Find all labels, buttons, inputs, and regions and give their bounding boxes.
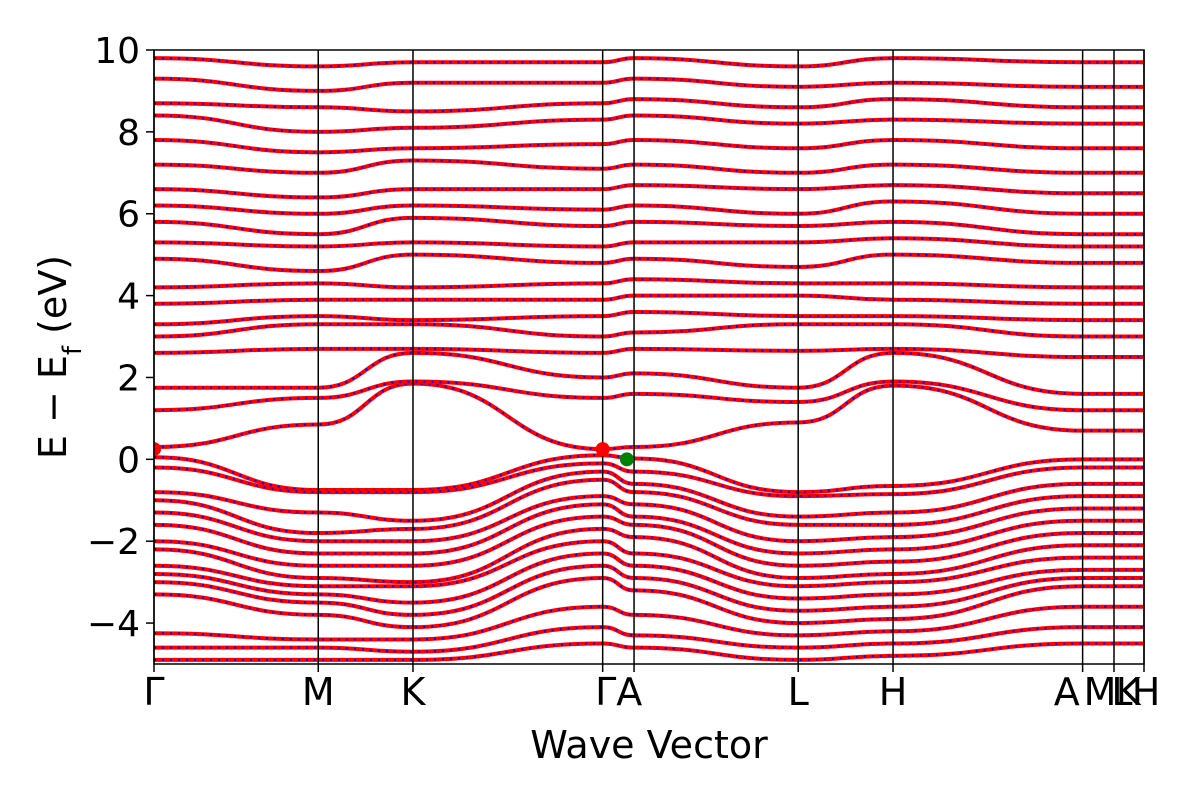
y-tick-label: 2 xyxy=(117,358,140,399)
kpoint-label: M xyxy=(302,670,335,714)
kpoint-label: L xyxy=(1111,670,1132,714)
band-line-blue-dotted xyxy=(154,351,1144,395)
y-axis-label: E − Ef (eV) xyxy=(31,255,88,459)
y-tick-label: 10 xyxy=(94,31,140,72)
band-line-blue-dotted xyxy=(154,183,1144,199)
y-tick-label: −4 xyxy=(87,604,140,645)
band-line-blue-dotted xyxy=(154,462,1144,498)
band-line-blue-dotted xyxy=(154,515,1144,567)
kpoint-label: ΓA xyxy=(595,670,642,714)
band-line-red xyxy=(154,641,1144,662)
y-tick-label: 4 xyxy=(117,277,140,318)
kpoint-label: H xyxy=(879,670,908,714)
y-label-subscript: f xyxy=(58,345,88,355)
y-tick-label: 6 xyxy=(117,195,140,236)
kpoint-label: Γ xyxy=(143,670,164,714)
band-line-blue-dotted xyxy=(154,216,1144,236)
band-line-red xyxy=(154,381,1144,452)
band-line-blue-dotted xyxy=(154,347,1144,359)
band-edge-marker xyxy=(154,442,161,457)
band-line-blue-dotted xyxy=(154,310,1144,326)
kpoint-label: K xyxy=(401,670,427,714)
band-line-blue-dotted xyxy=(154,540,1144,588)
band-line-blue-dotted xyxy=(154,237,1144,248)
band-edge-marker xyxy=(619,452,634,467)
band-line-blue-dotted xyxy=(154,564,1144,616)
plot-frame xyxy=(153,49,1145,665)
band-edge-marker xyxy=(595,442,610,457)
band-line-blue-dotted xyxy=(154,470,1144,522)
band-line-red xyxy=(154,625,1144,654)
band-line-blue-dotted xyxy=(154,552,1144,604)
band-edge-markers xyxy=(154,442,634,467)
kpoint-label: L xyxy=(788,670,809,714)
y-label-unit: (eV) xyxy=(31,255,75,346)
y-axis-ticks: −4 −2 0 2 4 6 8 10 xyxy=(87,31,154,645)
y-label-main: E − E xyxy=(31,355,75,459)
y-tick-label: 0 xyxy=(117,440,140,481)
kpoint-label: K xyxy=(1116,670,1142,714)
y-tick-label: −2 xyxy=(87,522,140,563)
kpoint-label: M xyxy=(1084,670,1117,714)
band-line-blue-dotted xyxy=(154,495,1144,543)
x-axis-label: Wave Vector xyxy=(530,723,768,767)
band-line-blue-dotted xyxy=(154,77,1144,93)
kpoint-label: A xyxy=(1054,670,1080,714)
band-line-blue-dotted xyxy=(154,138,1144,154)
band-line-blue-dotted xyxy=(154,576,1144,629)
kpoint-label: H xyxy=(1132,670,1161,714)
y-tick-label: 8 xyxy=(117,113,140,154)
band-line-red xyxy=(154,97,1144,114)
